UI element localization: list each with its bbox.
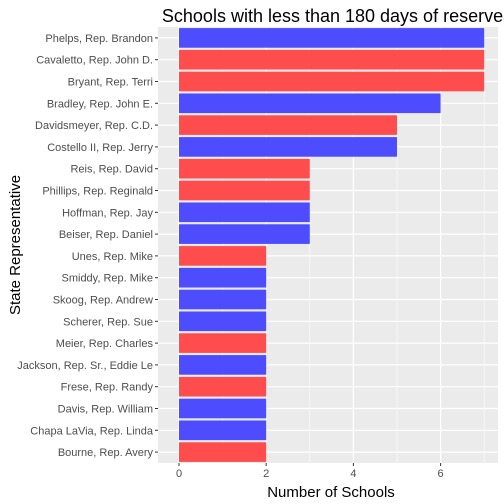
bar bbox=[179, 224, 310, 244]
y-tick-label: Phelps, Rep. Brandon bbox=[45, 33, 153, 45]
bar bbox=[179, 267, 267, 288]
bar bbox=[179, 289, 267, 310]
y-tick-label: Bryant, Rep. Terri bbox=[68, 77, 153, 89]
y-tick-label: Davis, Rep. William bbox=[58, 404, 153, 416]
bar bbox=[179, 311, 267, 332]
x-axis-ticks: 0 2 4 6 bbox=[176, 463, 444, 480]
bar bbox=[179, 420, 267, 441]
bar bbox=[179, 202, 310, 223]
x-tick-label: 6 bbox=[438, 468, 444, 480]
bar bbox=[179, 137, 397, 157]
y-tick-label: Phillips, Rep. Reginald bbox=[42, 186, 153, 198]
bar bbox=[179, 180, 310, 201]
y-tick-label: Frese, Rep. Randy bbox=[61, 382, 154, 394]
y-tick-label: Hoffman, Rep. Jay bbox=[62, 207, 153, 219]
bar bbox=[179, 93, 441, 114]
y-tick-label: Reis, Rep. David bbox=[70, 164, 153, 176]
y-tick-label: Chapa LaVia, Rep. Linda bbox=[30, 425, 154, 437]
bar bbox=[179, 333, 267, 353]
bar bbox=[179, 158, 310, 179]
bar bbox=[179, 71, 485, 92]
x-tick-label: 2 bbox=[263, 468, 269, 480]
y-tick-label: Jackson, Rep. Sr., Eddie Le bbox=[17, 360, 153, 372]
chart-title: Schools with less than 180 days of reser… bbox=[162, 6, 504, 26]
plot-panel bbox=[158, 27, 498, 463]
y-tick-label: Meier, Rep. Charles bbox=[56, 338, 154, 350]
y-tick-label: Scherer, Rep. Sue bbox=[63, 316, 153, 328]
y-tick-label: Davidsmeyer, Rep. C.D. bbox=[35, 120, 153, 132]
bar bbox=[179, 28, 485, 48]
y-tick-label: Cavaletto, Rep. John D. bbox=[36, 55, 153, 67]
y-tick-label: Skoog, Rep. Andrew bbox=[53, 295, 153, 307]
bar bbox=[179, 442, 267, 462]
x-tick-label: 4 bbox=[350, 468, 356, 480]
y-tick-label: Bourne, Rep. Avery bbox=[58, 447, 154, 459]
y-tick-label: Bradley, Rep. John E. bbox=[47, 98, 153, 110]
bar bbox=[179, 49, 485, 70]
bar bbox=[179, 246, 267, 266]
x-tick-label: 0 bbox=[176, 468, 182, 480]
bar bbox=[179, 376, 267, 397]
y-axis-ticks: Phelps, Rep. Brandon Cavaletto, Rep. John… bbox=[17, 33, 158, 459]
bar bbox=[179, 355, 267, 375]
y-tick-label: Smiddy, Rep. Mike bbox=[62, 273, 154, 285]
bar bbox=[179, 398, 267, 419]
bars bbox=[179, 28, 485, 462]
bar bbox=[179, 115, 397, 135]
y-tick-label: Unes, Rep. Mike bbox=[72, 251, 153, 263]
y-tick-label: Beiser, Rep. Daniel bbox=[59, 229, 153, 241]
y-axis-title: State Representative bbox=[7, 175, 24, 315]
x-axis-title: Number of Schools bbox=[267, 484, 395, 501]
y-tick-label: Costello II, Rep. Jerry bbox=[47, 142, 153, 154]
